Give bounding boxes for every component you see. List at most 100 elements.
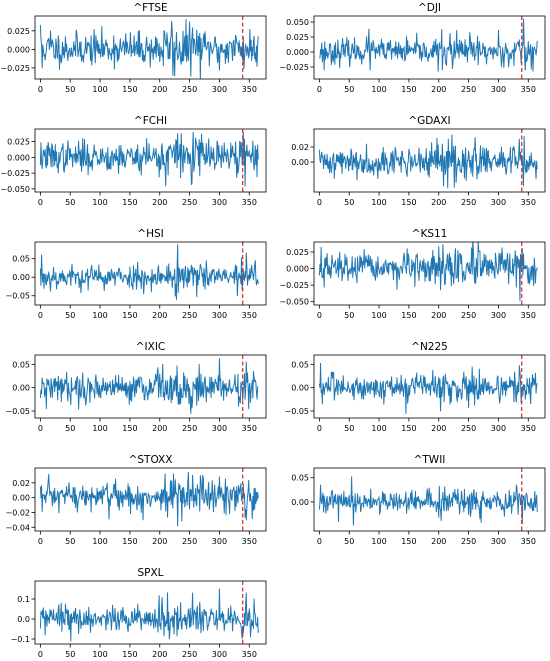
x-tick-label: 200 — [152, 311, 167, 320]
y-tick-label: 0.025 — [7, 138, 30, 147]
y-tick-label: 0.000 — [286, 48, 309, 57]
y-tick-label: 0.000 — [7, 45, 30, 54]
subplot-title: ^FCHI — [134, 115, 167, 127]
series-line — [318, 242, 538, 301]
x-tick-label: 50 — [65, 198, 75, 207]
x-tick-label: 200 — [431, 85, 446, 94]
x-tick-label: 50 — [344, 537, 354, 546]
x-tick-label: 100 — [371, 85, 386, 94]
x-tick-label: 350 — [521, 537, 536, 546]
subplot-ftse: ^FTSE 0 50 100 150 200 250 300 350 −0.025 0.000 0.0… — [0, 2, 267, 94]
x-tick-label: 50 — [65, 85, 75, 94]
x-tick-label: 150 — [401, 424, 416, 433]
x-tick-label: 100 — [371, 311, 386, 320]
x-tick-label: 50 — [65, 311, 75, 320]
y-tick-label: −0.05 — [5, 292, 30, 301]
subplot-stoxx: ^STOXX 0 50 100 150 200 250 300 350 −0.04 −0.02 0.0… — [5, 454, 267, 546]
subplot-title: ^STOXX — [129, 454, 173, 466]
y-tick-label: 0.00 — [291, 384, 309, 393]
x-tick-label: 0 — [317, 85, 322, 94]
x-tick-label: 350 — [242, 537, 257, 546]
subplot-title: ^KS11 — [412, 228, 448, 240]
y-tick-label: 0.025 — [286, 248, 309, 257]
x-tick-label: 100 — [371, 424, 386, 433]
x-tick-label: 250 — [461, 311, 476, 320]
x-tick-label: 250 — [461, 424, 476, 433]
x-tick-label: 0 — [317, 311, 322, 320]
series-line — [39, 19, 259, 79]
x-tick-label: 50 — [65, 424, 75, 433]
series-line — [319, 18, 538, 72]
subplot-title: SPXL — [137, 567, 163, 579]
x-tick-label: 200 — [152, 650, 167, 659]
series-line — [39, 471, 259, 527]
x-tick-label: 100 — [92, 198, 107, 207]
axes-frame — [34, 241, 267, 306]
y-tick-label: 0.000 — [7, 153, 30, 162]
x-tick-label: 50 — [344, 311, 354, 320]
axes-frame — [34, 354, 267, 419]
x-tick-label: 100 — [92, 424, 107, 433]
x-tick-label: 200 — [431, 424, 446, 433]
y-tick-label: −0.050 — [0, 185, 30, 194]
x-tick-label: 150 — [401, 85, 416, 94]
x-tick-label: 100 — [92, 537, 107, 546]
subplot-spxl: SPXL 0 50 100 150 200 250 300 350 −0.1 0.0 0.1 — [11, 567, 267, 659]
y-tick-label: −0.05 — [284, 407, 309, 416]
y-tick-label: 0.02 — [12, 479, 30, 488]
y-tick-label: 0.1 — [17, 595, 30, 604]
x-tick-label: 300 — [212, 85, 227, 94]
y-tick-label: 0.02 — [291, 143, 309, 152]
y-tick-label: −0.025 — [0, 169, 30, 178]
subplot-title: ^DJI — [418, 2, 441, 14]
series-line — [318, 476, 538, 526]
x-tick-label: 300 — [491, 537, 506, 546]
x-tick-label: 100 — [92, 650, 107, 659]
x-tick-label: 0 — [317, 537, 322, 546]
x-tick-label: 150 — [122, 311, 137, 320]
x-tick-label: 350 — [242, 198, 257, 207]
x-tick-label: 350 — [521, 198, 536, 207]
y-tick-label: −0.025 — [279, 281, 309, 290]
axes-frame — [313, 128, 546, 193]
x-tick-label: 350 — [242, 424, 257, 433]
x-tick-label: 150 — [401, 311, 416, 320]
axes-frame — [313, 15, 546, 80]
x-tick-label: 0 — [38, 424, 43, 433]
x-tick-label: 250 — [461, 537, 476, 546]
subplot-ixic: ^IXIC 0 50 100 150 200 250 300 350 −0.05 0.00 0.05 — [5, 341, 267, 433]
y-tick-label: 0.025 — [286, 33, 309, 42]
x-tick-label: 150 — [401, 537, 416, 546]
series-line — [39, 131, 259, 187]
axes-frame — [34, 580, 267, 645]
x-tick-label: 200 — [431, 198, 446, 207]
subplot-fchi: ^FCHI 0 50 100 150 200 250 300 350 −0.050 −0.025 0.… — [0, 115, 267, 207]
y-tick-label: 0.00 — [12, 494, 30, 503]
series-line — [39, 588, 259, 642]
subplot-twii: ^TWII 0 50 100 150 200 250 300 350 0.00 0.05 — [291, 454, 546, 546]
axes-frame — [313, 354, 546, 419]
x-tick-label: 300 — [491, 198, 506, 207]
x-tick-label: 350 — [521, 85, 536, 94]
x-tick-label: 150 — [122, 424, 137, 433]
x-tick-label: 300 — [491, 311, 506, 320]
x-tick-label: 350 — [521, 311, 536, 320]
y-tick-label: 0.00 — [291, 158, 309, 167]
axes-frame — [34, 467, 267, 532]
x-tick-label: 200 — [152, 85, 167, 94]
y-tick-label: −0.025 — [279, 63, 309, 72]
series-line — [318, 362, 538, 414]
x-tick-label: 200 — [431, 537, 446, 546]
x-tick-label: 300 — [491, 85, 506, 94]
x-tick-label: 300 — [212, 198, 227, 207]
x-tick-label: 50 — [344, 198, 354, 207]
x-tick-label: 150 — [122, 650, 137, 659]
x-tick-label: 0 — [38, 311, 43, 320]
x-tick-label: 50 — [344, 85, 354, 94]
x-tick-label: 0 — [38, 85, 43, 94]
x-tick-label: 200 — [152, 537, 167, 546]
x-tick-label: 300 — [212, 537, 227, 546]
x-tick-label: 200 — [152, 424, 167, 433]
subplot-gdaxi: ^GDAXI 0 50 100 150 200 250 300 350 0.00 0.02 — [291, 115, 546, 207]
